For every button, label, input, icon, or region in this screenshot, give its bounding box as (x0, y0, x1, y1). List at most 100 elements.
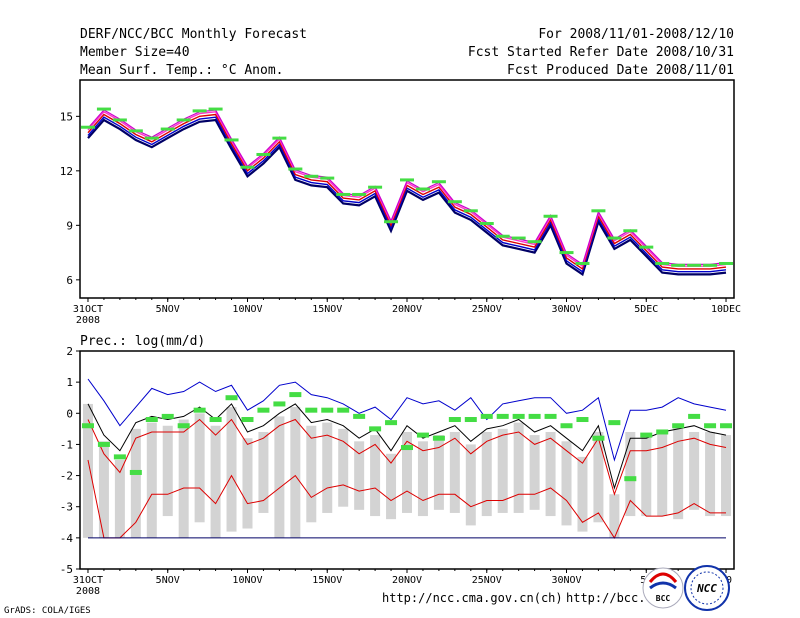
x-tick-label: 25NOV (472, 575, 502, 586)
footer-url-bcc[interactable]: http://bcc. (566, 591, 645, 605)
x-tick-label: 5NOV (156, 575, 180, 586)
prec-range-box (497, 428, 508, 513)
x-tick-label: 30NOV (551, 575, 581, 586)
temp-green-marker (511, 236, 526, 240)
temp-green-marker (607, 236, 622, 240)
prec-green-marker (337, 407, 350, 413)
x-tick-label: 31OCT (73, 304, 103, 315)
x-tick-label: 5NOV (156, 304, 180, 315)
temp-green-marker (400, 178, 414, 182)
prec-green-marker (544, 413, 557, 419)
prec-range-box (449, 431, 460, 513)
prec-green-marker (576, 417, 589, 423)
prec-range-box (689, 431, 700, 510)
header-start-date: Fcst Started Refer Date 2008/10/31 (468, 45, 734, 60)
temp-green-marker (304, 174, 319, 178)
prec-green-marker (416, 432, 429, 438)
temp-green-marker (463, 209, 478, 213)
y-tick-label: -1 (60, 438, 73, 451)
temp-green-marker (160, 127, 175, 131)
prec-range-box (178, 419, 189, 538)
temp-green-marker (479, 222, 494, 226)
ncc-logo: NCC (684, 565, 730, 611)
prec-range-box (481, 431, 492, 517)
prec-lower-line (87, 459, 726, 539)
temp-lower-line (87, 116, 727, 273)
prec-range-box (513, 422, 524, 513)
prec-range-box (465, 444, 476, 526)
prec-green-marker (704, 423, 717, 429)
temp-green-marker (543, 214, 558, 218)
temp-green-marker (687, 263, 702, 267)
prec-range-box (258, 431, 269, 513)
y-tick-label: 9 (66, 219, 73, 232)
prec-range-box (625, 431, 636, 517)
prec-green-marker (688, 413, 701, 419)
prec-median-line (87, 418, 727, 496)
prec-green-marker (369, 426, 382, 432)
prec-range-box (194, 413, 205, 523)
prec-green-marker (656, 429, 669, 435)
x-tick-label: 10NOV (232, 575, 262, 586)
temp-green-marker (384, 220, 399, 224)
footer-url-ncc[interactable]: http://ncc.cma.gov.cn(ch) (382, 591, 563, 605)
prec-range-box (114, 460, 125, 538)
prec-green-marker (512, 413, 525, 419)
header-member-size: Member Size=40 (80, 45, 190, 60)
prec-green-marker (129, 469, 142, 475)
header-variable: Mean Surf. Temp.: °C Anom. (80, 63, 284, 78)
prec-range-box (609, 494, 620, 538)
prec-green-marker (81, 423, 94, 429)
prec-green-marker (624, 476, 637, 482)
prec-range-box (322, 422, 333, 513)
prec-green-marker (145, 417, 158, 423)
temp-green-marker (288, 167, 303, 171)
prec-range-box (673, 425, 684, 520)
temp-green-marker (240, 165, 255, 169)
prec-green-marker (385, 420, 398, 426)
prec-range-box (274, 416, 285, 538)
y-tick-label: -5 (60, 563, 73, 576)
y-tick-label: 2 (66, 345, 73, 358)
temp-green-marker (320, 176, 335, 180)
prec-green-marker (432, 435, 445, 441)
temp-green-marker (352, 192, 367, 196)
temp-green-marker (224, 138, 239, 142)
temp-green-marker (272, 136, 287, 140)
temp-green-marker (719, 261, 734, 265)
y-tick-label: 0 (66, 407, 73, 420)
prec-range-box (82, 403, 93, 538)
prec-range-box (290, 407, 301, 538)
prec-green-marker (720, 423, 733, 429)
temp-green-marker (671, 263, 686, 267)
prec-range-box (593, 431, 604, 523)
prec-green-marker (177, 423, 190, 429)
temp-green-marker (527, 240, 542, 244)
x-tick-label: 30NOV (551, 304, 581, 315)
x-sub-label: 2008 (76, 315, 100, 326)
temp-green-marker (655, 261, 670, 265)
prec-green-marker (289, 392, 302, 398)
ncc-logo-text: NCC (696, 582, 717, 595)
prec-green-marker (608, 420, 621, 426)
temp-green-marker (639, 245, 654, 249)
prec-green-marker (560, 423, 573, 429)
temp-green-marker (591, 209, 606, 213)
prec-range-box (338, 428, 349, 507)
prec-title: Prec.: log(mm/d) (80, 334, 205, 349)
x-tick-label: 5DEC (634, 304, 658, 315)
prec-green-marker (257, 407, 270, 413)
prec-range-box (402, 431, 412, 513)
prec-range-box (162, 425, 173, 517)
y-tick-label: 6 (66, 274, 73, 287)
y-tick-label: -2 (60, 470, 73, 483)
prec-range-box (657, 431, 668, 517)
temp-green-marker (431, 180, 446, 184)
temp-mean-line (87, 113, 727, 271)
temp-green-marker (192, 109, 207, 113)
bcc-logo-text: BCC (656, 594, 671, 603)
temp-green-marker (128, 129, 143, 133)
prec-range-box (577, 456, 588, 532)
temp-green-marker (575, 261, 590, 265)
prec-green-marker (305, 407, 318, 413)
